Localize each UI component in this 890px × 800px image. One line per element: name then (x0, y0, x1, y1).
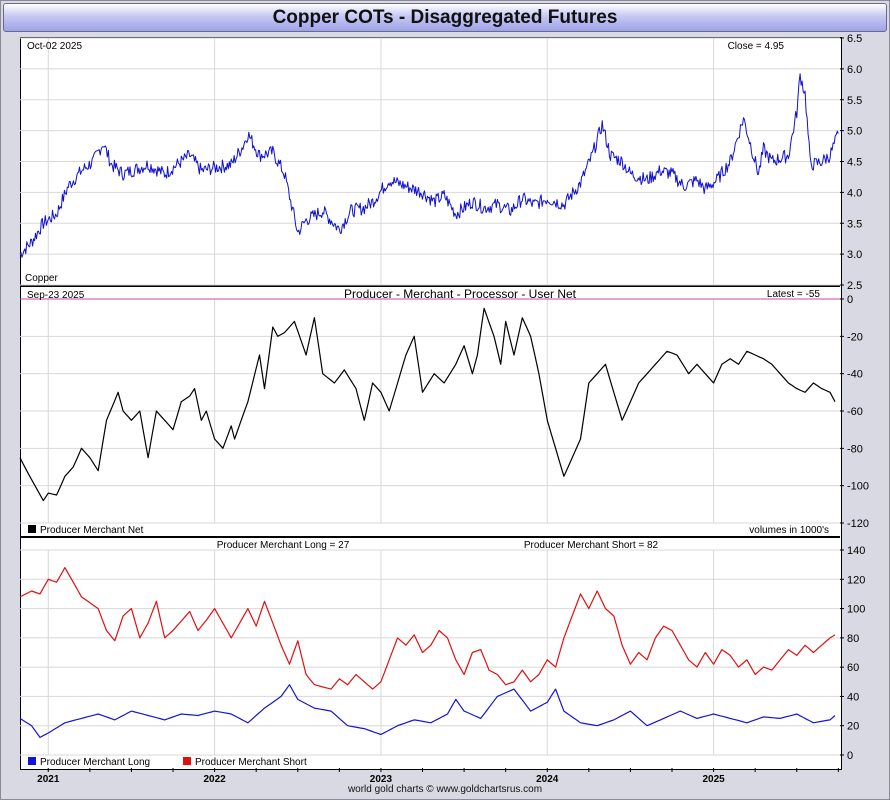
y-tick-label: -80 (847, 443, 863, 455)
price-date-label: Oct-02 2025 (27, 41, 82, 52)
legend-short-swatch (183, 757, 191, 765)
long-series-line (19, 684, 836, 738)
y-tick-label: 20 (847, 721, 859, 733)
y-tick-label: 5.5 (847, 95, 862, 107)
net-volumes-label: volumes in 1000's (749, 525, 829, 536)
y-tick-label: 4.5 (847, 157, 862, 169)
short-series-line (19, 567, 836, 690)
y-tick-label: 0 (847, 750, 853, 762)
y-tick-label: 60 (847, 662, 859, 674)
legend-long-swatch (28, 757, 36, 765)
y-tick-label: 80 (847, 633, 859, 645)
y-tick-label: -60 (847, 406, 863, 418)
legend-long-label: Producer Merchant Long (40, 757, 150, 768)
y-tick-label: -40 (847, 369, 863, 381)
legend-short-label: Producer Merchant Short (195, 757, 307, 768)
x-tick-label-2024: 2024 (536, 774, 559, 785)
price-close-label: Close = 4.95 (728, 41, 785, 52)
plot-area (20, 37, 842, 770)
net-latest-label: Latest = -55 (767, 289, 821, 300)
x-tick-label-2022: 2022 (203, 774, 226, 785)
y-tick-label: 2.5 (847, 280, 862, 292)
net-panel-title: Producer - Merchant - Processor - User N… (344, 287, 577, 301)
y-tick-label: -20 (847, 331, 863, 343)
x-tick-label-2023: 2023 (370, 774, 393, 785)
price-series-label: Copper (25, 273, 58, 284)
long-value-label: Producer Merchant Long = 27 (217, 540, 350, 551)
series-layer (19, 73, 839, 738)
y-tick-label: 120 (847, 574, 865, 586)
axis-layer: 2021 2022 2023 2024 2025 2.5 3.0 3.5 4.0 4.5 5.0 5.… (37, 33, 869, 785)
legend-net-swatch (28, 525, 36, 533)
y-tick-label: 3.5 (847, 218, 862, 230)
y-tick-label: 0 (847, 294, 853, 306)
y-tick-label: 6.5 (847, 33, 862, 45)
x-tick-label-2021: 2021 (37, 774, 60, 785)
y-tick-label: 3.0 (847, 249, 862, 261)
chart-title: Copper COTs - Disaggregated Futures (272, 7, 618, 28)
y-tick-label: 6.0 (847, 64, 862, 76)
y-tick-label: -100 (847, 481, 869, 493)
y-tick-label: 140 (847, 545, 865, 557)
net-series-line (19, 307, 836, 502)
x-tick-label-2025: 2025 (702, 774, 725, 785)
y-tick-label: -120 (847, 518, 869, 530)
footer-credit: world gold charts © www.goldchartsrus.co… (347, 784, 543, 795)
y-tick-label: 5.0 (847, 126, 862, 138)
y-tick-label: 100 (847, 604, 865, 616)
net-date-label: Sep-23 2025 (27, 290, 85, 301)
y-tick-label: 4.0 (847, 187, 862, 199)
grid-layer (20, 37, 840, 756)
chart-title-bar: Copper COTs - Disaggregated Futures (3, 3, 887, 32)
short-value-label: Producer Merchant Short = 82 (524, 540, 659, 551)
legend-net-label: Producer Merchant Net (40, 525, 144, 536)
y-tick-label: 40 (847, 691, 859, 703)
price-series-line (19, 73, 839, 258)
